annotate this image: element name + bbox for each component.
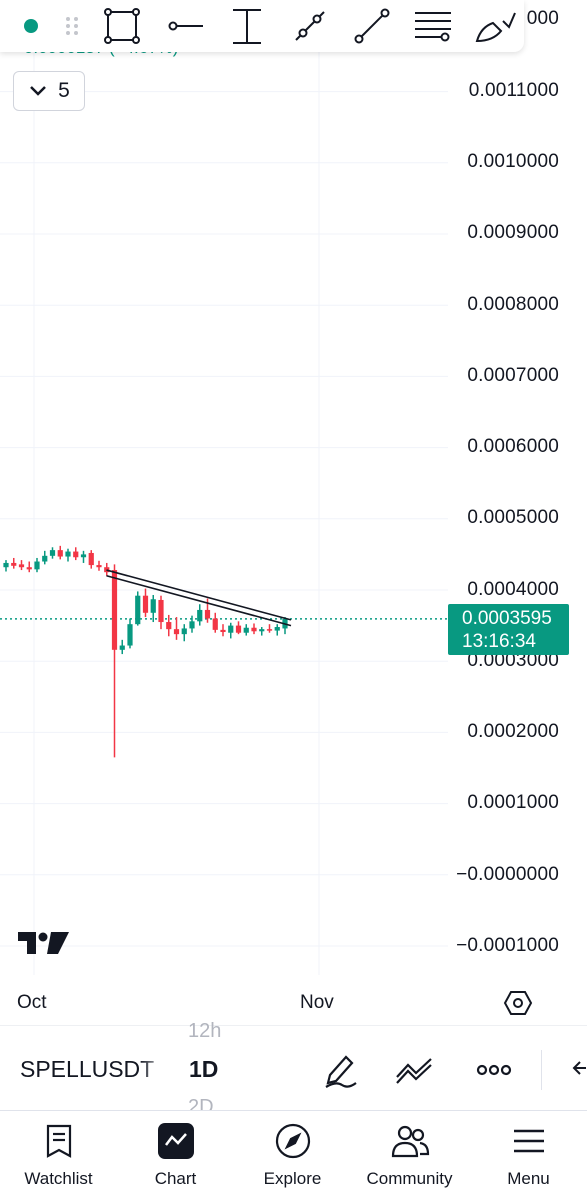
candle-body xyxy=(228,625,234,633)
price-axis-label: 0.0010000 xyxy=(467,151,559,172)
candle-body xyxy=(220,629,226,633)
price-axis-label: 0.0006000 xyxy=(467,436,559,457)
compass-icon xyxy=(273,1121,313,1161)
rectangle-tool-icon[interactable] xyxy=(100,4,144,48)
drawing-toolbar xyxy=(0,0,524,52)
trend-angle-tool-icon[interactable] xyxy=(288,4,332,48)
community-icon xyxy=(390,1121,430,1161)
candle-body xyxy=(197,609,203,622)
nav-label: Menu xyxy=(507,1169,550,1188)
timeframe-current[interactable]: 1D xyxy=(189,1056,219,1082)
price-axis-label: 0.0003000 xyxy=(467,650,559,671)
nav-item-explore[interactable]: Explore xyxy=(234,1111,351,1200)
candle-body xyxy=(49,550,56,556)
candle-body xyxy=(111,570,118,650)
price-axis-label: 0.0007000 xyxy=(467,365,559,386)
chart-settings-icon[interactable] xyxy=(503,988,533,1018)
candle-body xyxy=(42,555,48,562)
candle-body xyxy=(181,628,187,635)
symbol-bar: SPELLUSDT 12h 1D 2D xyxy=(0,1020,587,1118)
last-price-value: 0.0003595 xyxy=(462,608,552,629)
trend-line xyxy=(106,574,292,627)
brush-tool-icon[interactable] xyxy=(473,4,517,48)
candle-body xyxy=(3,562,9,568)
nav-label: Explore xyxy=(263,1169,322,1188)
nav-item-menu[interactable]: Menu xyxy=(470,1111,587,1200)
candle-body xyxy=(243,627,249,633)
bar-countdown: 13:16:34 xyxy=(462,631,536,652)
candle-body xyxy=(189,621,195,629)
candle-body xyxy=(274,627,280,631)
candle-body xyxy=(26,567,32,570)
nav-label: Watchlist xyxy=(24,1169,93,1188)
chart-area[interactable]: 000 0.0011000 0.0010000 0.0009000 0.0008… xyxy=(0,0,587,1025)
pencil-icon[interactable] xyxy=(318,1048,362,1092)
candle-body xyxy=(166,622,172,630)
tradingview-logo[interactable] xyxy=(18,930,70,956)
parallel-lines-tool-icon[interactable] xyxy=(411,4,455,48)
candle-body xyxy=(142,595,149,613)
nav-item-community[interactable]: Community xyxy=(351,1111,468,1200)
trend-line-tool-icon[interactable] xyxy=(350,4,394,48)
horizontal-line-tool-icon[interactable] xyxy=(163,4,207,48)
candle-body xyxy=(158,599,164,623)
price-axis-label: 0.0004000 xyxy=(467,579,559,600)
candle-body xyxy=(88,552,94,566)
price-axis-label: −0.0001000 xyxy=(456,935,559,956)
candle-body xyxy=(65,551,71,557)
symbol-name[interactable]: SPELLUSDT xyxy=(20,1056,155,1082)
menu-icon xyxy=(509,1121,549,1161)
candle-body xyxy=(18,564,25,568)
bottom-nav: Watchlist Chart Explore Community xyxy=(0,1110,587,1200)
nav-label: Chart xyxy=(154,1169,197,1188)
candle-body xyxy=(80,554,87,558)
watchlist-icon xyxy=(39,1121,79,1161)
candle-body xyxy=(235,625,242,633)
time-axis-label: Oct xyxy=(17,992,47,1013)
candle-body xyxy=(259,629,265,632)
price-axis-label: 0.0011000 xyxy=(468,80,559,101)
price-axis-label: 0.0008000 xyxy=(467,294,559,315)
vertical-range-tool-icon[interactable] xyxy=(225,4,269,48)
chart-icon xyxy=(156,1121,196,1161)
price-axis-label: 0.0009000 xyxy=(467,222,559,243)
price-axis-label: 0.0001000 xyxy=(467,792,559,813)
timeframe-prev[interactable]: 12h xyxy=(188,1020,222,1042)
price-axis-label: −0.0000000 xyxy=(456,864,559,885)
candle-body xyxy=(150,599,156,613)
candle-body xyxy=(251,627,257,632)
trend-line xyxy=(106,569,292,621)
chevron-down-icon xyxy=(30,86,47,96)
interval-selector[interactable]: 5 xyxy=(13,71,85,111)
interval-value: 5 xyxy=(58,79,70,102)
candle-body xyxy=(11,562,17,566)
time-axis-label: Nov xyxy=(300,992,334,1013)
candlestick-chart[interactable] xyxy=(0,0,587,1025)
nav-item-chart[interactable]: Chart xyxy=(117,1111,234,1200)
candle-body xyxy=(204,609,211,619)
last-price-tag: 0.0003595 13:16:34 xyxy=(448,604,569,655)
candle-body xyxy=(127,624,133,646)
price-axis-label: 0.0002000 xyxy=(467,721,559,742)
drawing-tools-icon[interactable] xyxy=(392,1048,436,1092)
more-icon[interactable] xyxy=(472,1048,516,1092)
separator xyxy=(541,1050,542,1090)
candle-body xyxy=(57,550,63,557)
candle-body xyxy=(266,629,273,631)
candle-body xyxy=(119,645,125,650)
nav-item-watchlist[interactable]: Watchlist xyxy=(0,1111,117,1200)
drag-handle-icon[interactable] xyxy=(50,4,94,48)
candle-body xyxy=(96,565,102,568)
candle-body xyxy=(73,551,79,558)
candle-body xyxy=(34,561,40,570)
nav-label: Community xyxy=(366,1169,453,1188)
candle-body xyxy=(173,629,180,635)
candle-body xyxy=(135,595,141,625)
price-axis-label-top-partial: 000 xyxy=(526,8,559,29)
status-dot-icon xyxy=(9,4,53,48)
price-axis-label: 0.0005000 xyxy=(467,507,559,528)
arrow-left-icon[interactable] xyxy=(566,1058,586,1078)
candle-body xyxy=(212,618,218,630)
